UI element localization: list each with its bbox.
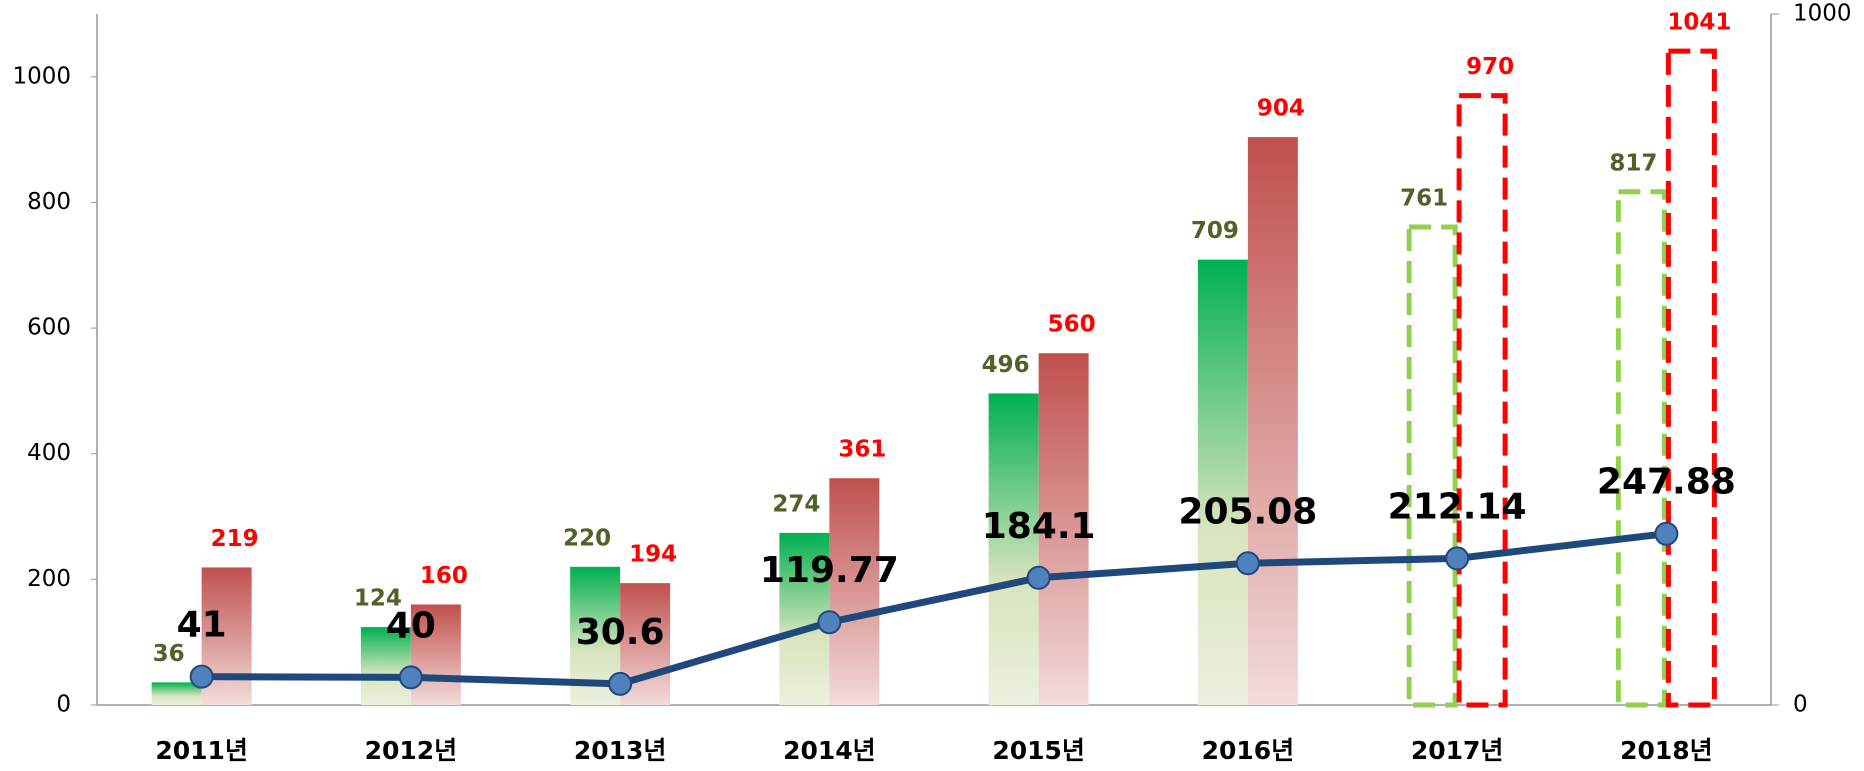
x-tick-label: 2018년 xyxy=(1620,736,1713,765)
marker xyxy=(1654,521,1679,546)
bar xyxy=(988,393,1039,705)
line-label: 212.14 xyxy=(1388,486,1527,527)
marker xyxy=(1026,565,1051,590)
line-label: 184.1 xyxy=(982,506,1096,547)
bar xyxy=(151,682,202,705)
value-label: 761 xyxy=(1400,185,1448,211)
value-label: 194 xyxy=(629,542,677,568)
line-label: 41 xyxy=(177,605,227,646)
value-label: 560 xyxy=(1048,312,1096,338)
value-label: 496 xyxy=(982,352,1030,378)
y-tick-label: 800 xyxy=(27,189,71,215)
marker xyxy=(1235,551,1260,576)
x-tick-label: 2011년 xyxy=(155,736,248,765)
y-tick-label: 400 xyxy=(27,440,71,466)
value-label: 160 xyxy=(420,563,468,589)
x-tick-label: 2014년 xyxy=(783,736,876,765)
bar xyxy=(360,627,411,705)
y-tick-label: 0 xyxy=(56,692,71,718)
marker xyxy=(608,671,633,696)
value-label: 709 xyxy=(1191,218,1239,244)
line-label: 247.88 xyxy=(1597,462,1736,503)
marker xyxy=(398,665,423,690)
marker xyxy=(1445,546,1470,571)
value-label: 970 xyxy=(1466,54,1514,80)
bar xyxy=(1456,93,1508,708)
x-tick-label: 2013년 xyxy=(574,736,667,765)
line-label: 205.08 xyxy=(1178,491,1317,532)
bar xyxy=(410,604,461,705)
bar xyxy=(829,478,880,705)
line xyxy=(201,530,1667,688)
x-tick-label: 2012년 xyxy=(365,736,458,765)
y-tick-label: 600 xyxy=(27,315,71,341)
x-tick-label: 2017년 xyxy=(1411,736,1504,765)
line-label: 40 xyxy=(386,605,436,646)
bar xyxy=(1038,353,1089,705)
bar xyxy=(1247,137,1298,705)
value-label: 904 xyxy=(1257,96,1305,122)
x-tick-label: 2015년 xyxy=(992,736,1085,765)
y2-tick-label: 1000 xyxy=(1793,1,1852,27)
value-label: 274 xyxy=(772,491,820,517)
x-tick-label: 2016년 xyxy=(1202,736,1295,765)
value-label: 1041 xyxy=(1667,10,1731,36)
bar xyxy=(1665,48,1717,708)
marker xyxy=(189,664,214,689)
value-label: 220 xyxy=(563,525,611,551)
value-label: 36 xyxy=(153,641,185,667)
marker xyxy=(817,610,842,635)
value-label: 219 xyxy=(211,526,259,552)
line-label: 119.77 xyxy=(760,550,899,591)
line-label: 30.6 xyxy=(576,612,665,653)
bar xyxy=(1406,224,1458,708)
y-tick-label: 1000 xyxy=(12,63,71,89)
value-label: 817 xyxy=(1609,150,1657,176)
value-label: 124 xyxy=(354,586,402,612)
bar xyxy=(1615,189,1667,708)
y2-tick-label: 0 xyxy=(1793,692,1808,718)
bar xyxy=(1197,259,1248,705)
y-tick-label: 200 xyxy=(27,566,71,592)
value-label: 361 xyxy=(838,437,886,463)
